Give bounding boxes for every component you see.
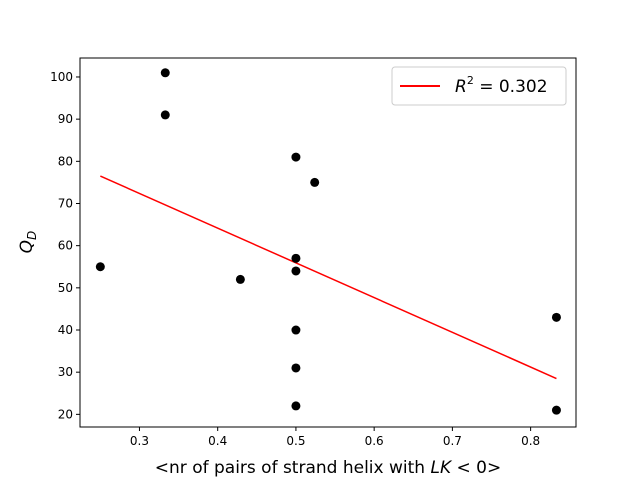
y-tick-label: 70: [58, 196, 73, 210]
x-tick-label: 0.4: [208, 434, 227, 448]
y-tick-label: 100: [50, 70, 73, 84]
data-point: [551, 312, 561, 322]
data-point: [310, 177, 320, 187]
fit-line: [100, 175, 557, 380]
x-tick-label: 0.3: [130, 434, 149, 448]
data-point: [291, 363, 301, 373]
y-tick-label: 50: [58, 281, 73, 295]
x-axis-label: <nr of pairs of strand helix with LK < 0…: [155, 458, 501, 478]
data-point: [291, 266, 301, 276]
y-axis-label: QD: [17, 231, 39, 254]
data-point: [291, 152, 301, 162]
y-tick-label: 20: [58, 407, 73, 421]
fit-line-layer: [100, 175, 557, 380]
data-point: [160, 68, 170, 78]
y-tick-label: 90: [58, 112, 73, 126]
plot-frame: [79, 57, 577, 428]
data-points-layer: [95, 68, 561, 415]
data-point: [291, 253, 301, 263]
data-point: [551, 405, 561, 415]
data-point: [291, 401, 301, 411]
x-tick-label: 0.7: [443, 434, 462, 448]
data-point: [160, 110, 170, 120]
x-axis-ticks: 0.3 0.4 0.5 0.6 0.7 0.8: [130, 427, 540, 448]
y-tick-label: 40: [58, 323, 73, 337]
y-axis-ticks: 20 30 40 50 60 70 80 90 100: [50, 70, 80, 421]
plot-area: [80, 58, 576, 427]
legend-box: [391, 66, 567, 106]
data-point: [291, 325, 301, 335]
y-tick-label: 80: [58, 154, 73, 168]
legend: R2 = 0.302: [391, 66, 567, 106]
x-tick-label: 0.6: [365, 434, 384, 448]
data-point: [235, 274, 245, 284]
x-tick-label: 0.5: [286, 434, 305, 448]
x-tick-label: 0.8: [521, 434, 540, 448]
y-tick-label: 30: [58, 365, 73, 379]
y-tick-label: 60: [58, 239, 73, 253]
data-point: [95, 262, 105, 272]
legend-label: R2 = 0.302: [455, 74, 548, 97]
